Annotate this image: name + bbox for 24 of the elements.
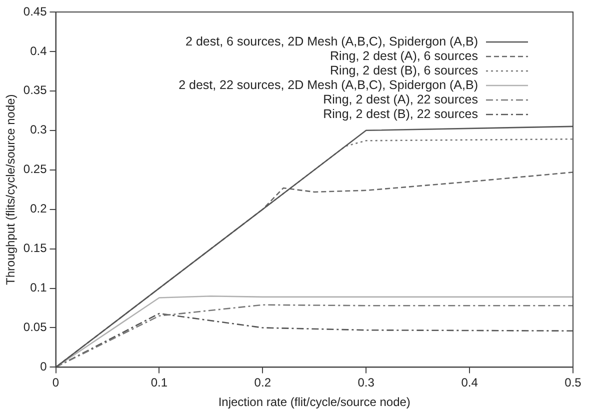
legend-label: Ring, 2 dest (A), 6 sources [330,48,478,63]
x-tick-label: 0.1 [150,376,168,390]
legend-label: Ring, 2 dest (B), 6 sources [330,63,478,78]
x-tick-label: 0.2 [254,376,272,390]
x-tick-label: 0.4 [461,376,478,390]
y-tick-label: 0.2 [30,202,48,216]
y-tick-label: 0.15 [23,241,48,256]
x-tick-label: 0.5 [564,376,582,390]
legend-label: Ring, 2 dest (B), 22 sources [323,106,478,121]
y-tick-label: 0 [40,360,48,374]
x-tick-label: 0 [52,376,60,390]
y-tick-label: 0.1 [30,280,48,295]
y-tick-label: 0.25 [23,162,48,176]
y-axis-title: Throughput (flits/cycle/source node) [4,94,18,285]
y-tick-label: 0.05 [23,320,48,334]
legend-label: Ring, 2 dest (A), 22 sources [323,92,478,106]
y-tick-label: 0.4 [30,44,48,58]
legend-label: 2 dest, 6 sources, 2D Mesh (A,B,C), Spidergon (A,B) [186,34,478,48]
y-tick-label: 0.35 [23,83,48,98]
y-tick-label: 0.3 [30,122,48,137]
legend-label: 2 dest, 22 sources, 2D Mesh (A,B,C), Spidergon (A,B) [178,78,478,92]
x-axis-title: Injection rate (flit/cycle/source node) [218,395,410,410]
y-tick-label: 0.45 [23,4,48,18]
x-tick-label: 0.3 [358,376,375,390]
